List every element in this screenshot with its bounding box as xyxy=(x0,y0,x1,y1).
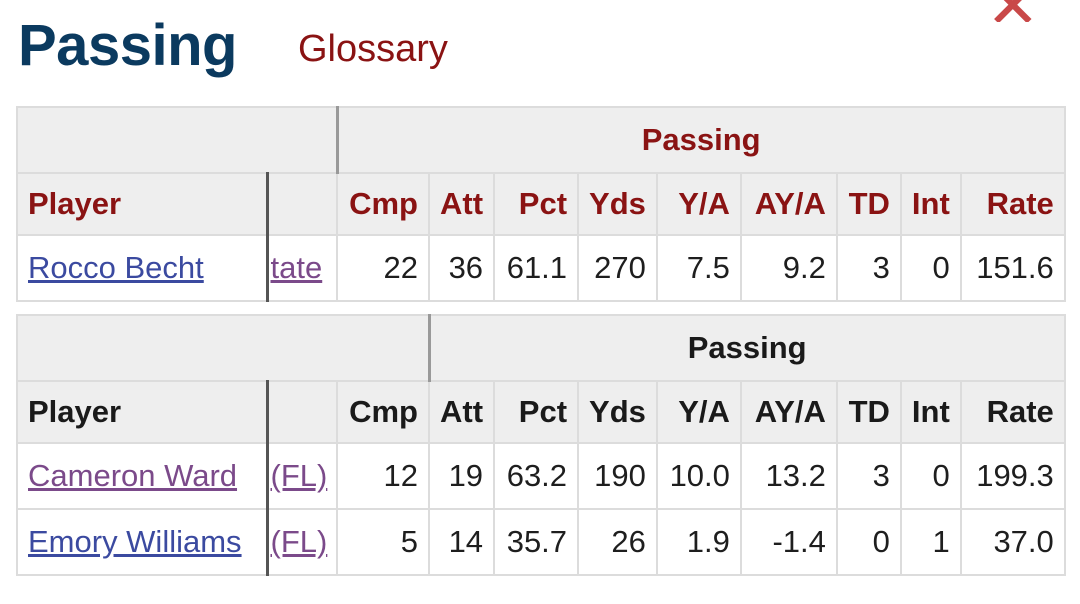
yds-cell: 270 xyxy=(577,234,658,302)
col-header-aya[interactable]: AY/A xyxy=(739,172,838,236)
col-header-rate[interactable]: Rate xyxy=(959,380,1066,444)
td-cell: 0 xyxy=(835,508,902,576)
pct-cell: 63.2 xyxy=(493,442,580,510)
col-header-ya[interactable]: Y/A xyxy=(655,172,742,236)
school-cell: (FL) xyxy=(266,442,338,510)
col-header-ya[interactable]: Y/A xyxy=(655,380,742,444)
group-header-label: Passing xyxy=(428,314,1066,382)
player-link[interactable]: Cameron Ward xyxy=(28,458,238,493)
player-cell: Emory Williams xyxy=(16,508,269,576)
yds-cell: 190 xyxy=(577,442,658,510)
pct-cell: 35.7 xyxy=(493,508,580,576)
group-header-blank xyxy=(16,314,431,382)
td-cell: 3 xyxy=(835,442,902,510)
int-cell: 0 xyxy=(899,442,962,510)
player-cell: Rocco Becht xyxy=(16,234,269,302)
school-cell: (FL) xyxy=(266,508,338,576)
col-header-pct[interactable]: Pct xyxy=(493,172,580,236)
col-header-aya[interactable]: AY/A xyxy=(739,380,838,444)
col-header-yds[interactable]: Yds xyxy=(577,380,658,444)
att-cell: 19 xyxy=(427,442,496,510)
aya-cell: 9.2 xyxy=(739,234,838,302)
ya-cell: 1.9 xyxy=(655,508,742,576)
table-row: Cameron Ward (FL) 12 19 63.2 190 10.0 13… xyxy=(16,442,1066,510)
col-header-cmp[interactable]: Cmp xyxy=(336,172,430,236)
att-cell: 14 xyxy=(427,508,496,576)
column-header-row: Player Cmp Att Pct Yds Y/A AY/A TD Int R… xyxy=(16,172,1066,236)
page-title: Passing xyxy=(18,13,237,78)
passing-table-2: Passing Player Cmp Att Pct Yds Y/A AY/A … xyxy=(16,314,1066,576)
col-header-td[interactable]: TD xyxy=(835,380,902,444)
group-header-label: Passing xyxy=(336,106,1066,174)
col-header-pct[interactable]: Pct xyxy=(493,380,580,444)
school-link[interactable]: tate xyxy=(270,250,323,285)
col-header-td[interactable]: TD xyxy=(835,172,902,236)
school-link[interactable]: (FL) xyxy=(270,458,328,493)
group-header-blank xyxy=(16,106,339,174)
col-header-school[interactable] xyxy=(266,172,338,236)
col-header-player[interactable]: Player xyxy=(16,380,269,444)
col-header-int[interactable]: Int xyxy=(899,172,962,236)
col-header-int[interactable]: Int xyxy=(899,380,962,444)
att-cell: 36 xyxy=(427,234,496,302)
int-cell: 0 xyxy=(899,234,962,302)
passing-table-1: Passing Player Cmp Att Pct Yds Y/A AY/A … xyxy=(16,106,1066,302)
group-header-row: Passing xyxy=(16,314,1066,382)
cmp-cell: 22 xyxy=(336,234,430,302)
int-cell: 1 xyxy=(899,508,962,576)
ya-cell: 10.0 xyxy=(655,442,742,510)
close-icon[interactable]: ✕ xyxy=(986,0,1042,22)
pct-cell: 61.1 xyxy=(493,234,580,302)
aya-cell: 13.2 xyxy=(739,442,838,510)
col-header-rate[interactable]: Rate xyxy=(959,172,1066,236)
glossary-link[interactable]: Glossary xyxy=(298,28,448,70)
player-link[interactable]: Rocco Becht xyxy=(28,250,204,285)
player-cell: Cameron Ward xyxy=(16,442,269,510)
td-cell: 3 xyxy=(835,234,902,302)
player-link[interactable]: Emory Williams xyxy=(28,524,242,559)
table-row: Rocco Becht tate 22 36 61.1 270 7.5 9.2 … xyxy=(16,234,1066,302)
school-cell: tate xyxy=(266,234,338,302)
col-header-att[interactable]: Att xyxy=(427,172,496,236)
col-header-player[interactable]: Player xyxy=(16,172,269,236)
column-header-row: Player Cmp Att Pct Yds Y/A AY/A TD Int R… xyxy=(16,380,1066,444)
rate-cell: 151.6 xyxy=(959,234,1066,302)
rate-cell: 199.3 xyxy=(959,442,1066,510)
group-header-row: Passing xyxy=(16,106,1066,174)
rate-cell: 37.0 xyxy=(959,508,1066,576)
aya-cell: -1.4 xyxy=(739,508,838,576)
school-link[interactable]: (FL) xyxy=(270,524,328,559)
col-header-school[interactable] xyxy=(266,380,338,444)
col-header-cmp[interactable]: Cmp xyxy=(336,380,430,444)
table-row: Emory Williams (FL) 5 14 35.7 26 1.9 -1.… xyxy=(16,508,1066,576)
col-header-yds[interactable]: Yds xyxy=(577,172,658,236)
yds-cell: 26 xyxy=(577,508,658,576)
col-header-att[interactable]: Att xyxy=(427,380,496,444)
cmp-cell: 5 xyxy=(336,508,430,576)
ya-cell: 7.5 xyxy=(655,234,742,302)
cmp-cell: 12 xyxy=(336,442,430,510)
